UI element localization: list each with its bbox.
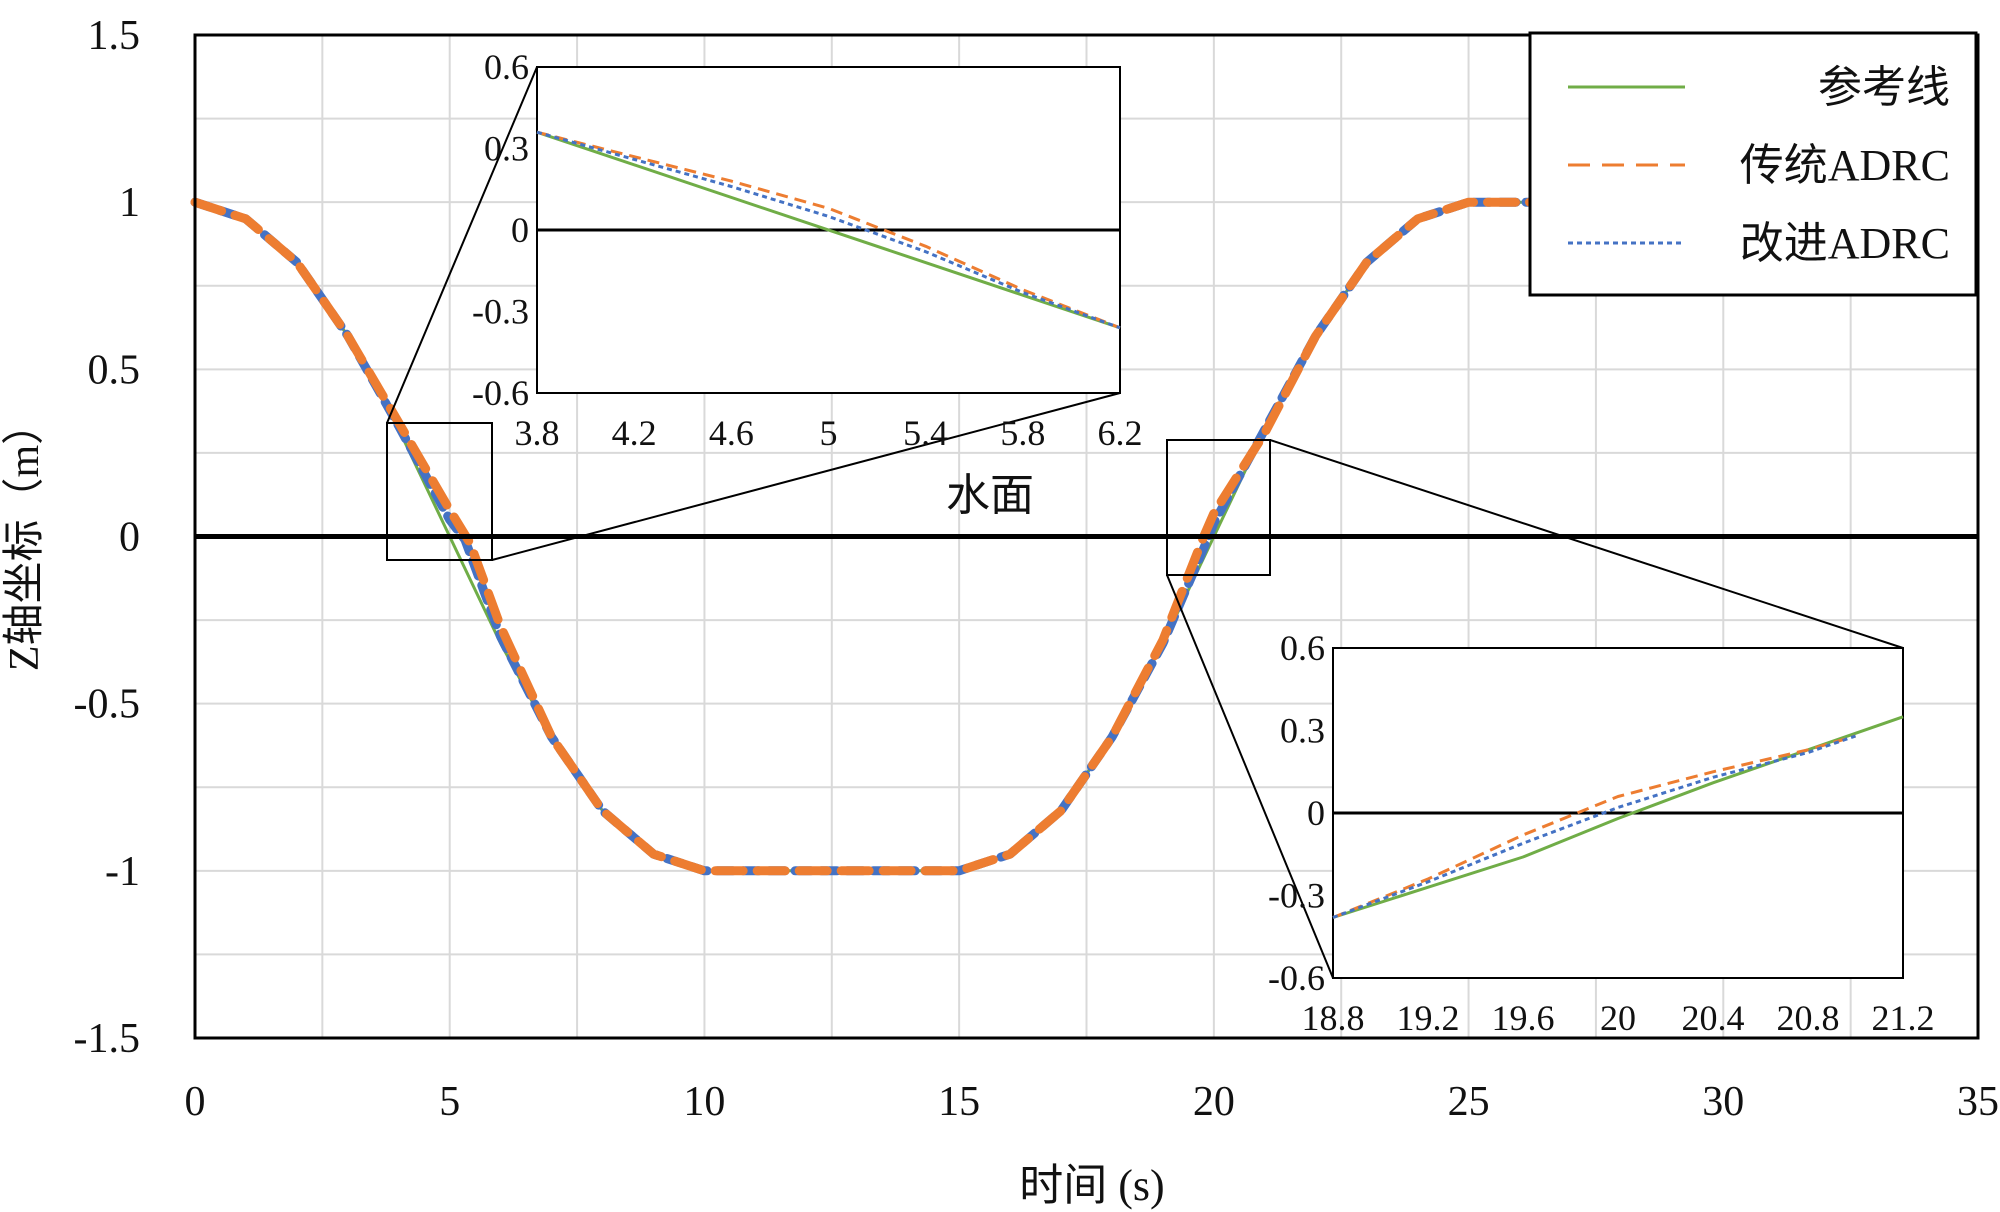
inset-x-tick-label: 3.8 bbox=[515, 413, 560, 453]
x-tick-label: 20 bbox=[1193, 1079, 1235, 1125]
inset-y-tick-label: 0.3 bbox=[1280, 711, 1325, 751]
y-tick-label: 1 bbox=[119, 180, 140, 226]
x-tick-label: 10 bbox=[683, 1079, 725, 1125]
x-tick-label: 30 bbox=[1702, 1079, 1744, 1125]
inset-series-line-dotted bbox=[1332, 734, 1856, 919]
zoom-guides bbox=[386, 66, 1904, 979]
y-tick-label: 0 bbox=[119, 515, 140, 561]
x-tick-label: 5 bbox=[439, 1079, 460, 1125]
water-surface-label: 水面 bbox=[946, 471, 1034, 520]
inset-y-tick-label: 0.3 bbox=[484, 129, 529, 169]
y-tick-label: -0.5 bbox=[74, 682, 141, 728]
inset-x-tick-label: 19.6 bbox=[1492, 998, 1555, 1038]
y-tick-label: -1 bbox=[105, 849, 140, 895]
zoom-guide-line bbox=[1166, 574, 1334, 979]
inset-series-line-dashed bbox=[536, 130, 1121, 330]
x-tick-label: 35 bbox=[1957, 1079, 1999, 1125]
inset-x-tick-label: 20.8 bbox=[1777, 998, 1840, 1038]
plot-frame bbox=[193, 33, 1980, 1040]
legend-label: 参考线 bbox=[1818, 63, 1950, 112]
inset-x-tick-label: 18.8 bbox=[1302, 998, 1365, 1038]
inset-x-tick-label: 4.6 bbox=[709, 413, 754, 453]
inset-y-tick-label: 0 bbox=[1307, 793, 1325, 833]
inset-charts: 3.8 4.2 4.6 5 5.4 5.8 6.2 -0.6 -0.3 0 0.3 0.6 18.8 19… bbox=[472, 47, 1935, 1038]
inset-y-tick-label: 0.6 bbox=[1280, 628, 1325, 668]
zoom-region-box bbox=[386, 422, 493, 561]
y-tick-label: -1.5 bbox=[74, 1016, 141, 1062]
legend-label: 改进ADRC bbox=[1740, 219, 1950, 268]
inset-y-tick-label: -0.3 bbox=[472, 292, 529, 332]
inset-x-tick-label: 19.2 bbox=[1397, 998, 1460, 1038]
inset-y-tick-label: -0.3 bbox=[1268, 876, 1325, 916]
inset-x-tick-label: 4.2 bbox=[612, 413, 657, 453]
inset-series-line-dashed bbox=[1332, 734, 1856, 919]
inset-series-line-dotted bbox=[536, 130, 1121, 330]
inset-x-tick-label: 6.2 bbox=[1098, 413, 1143, 453]
inset-x-tick-label: 5.8 bbox=[1000, 413, 1045, 453]
inset-series-line-solid bbox=[536, 130, 1121, 330]
zoom-guide-line bbox=[1269, 439, 1904, 649]
zoom-region-box bbox=[1166, 439, 1271, 576]
inset-x-tick-label: 21.2 bbox=[1872, 998, 1935, 1038]
y-tick-label: 0.5 bbox=[88, 347, 141, 393]
x-axis-title: 时间 (s) bbox=[1019, 1161, 1164, 1210]
y-axis-title: Z轴坐标（m） bbox=[2, 403, 48, 671]
inset-y-tick-label: -0.6 bbox=[1268, 958, 1325, 998]
inset-x-tick-label: 20.4 bbox=[1682, 998, 1745, 1038]
inset-x-tick-label: 5 bbox=[820, 413, 838, 453]
inset-y-tick-label: -0.6 bbox=[472, 373, 529, 413]
x-tick-label: 15 bbox=[938, 1079, 980, 1125]
x-tick-label: 0 bbox=[185, 1079, 206, 1125]
inset-x-tick-label: 5.4 bbox=[903, 413, 948, 453]
legend-label: 传统ADRC bbox=[1740, 141, 1950, 190]
main-axes: 0 5 10 15 20 25 30 35 -1.5 -1 -0.5 0 0.5 1 1.5 bbox=[74, 13, 2000, 1125]
zoom-guide-line bbox=[491, 392, 1121, 561]
inset-y-tick-label: 0.6 bbox=[484, 47, 529, 87]
inset-y-tick-label: 0 bbox=[511, 210, 529, 250]
inset-x-tick-label: 20 bbox=[1600, 998, 1636, 1038]
y-tick-label: 1.5 bbox=[88, 13, 141, 59]
zoom-guide-line bbox=[386, 66, 538, 424]
x-tick-label: 25 bbox=[1448, 1079, 1490, 1125]
